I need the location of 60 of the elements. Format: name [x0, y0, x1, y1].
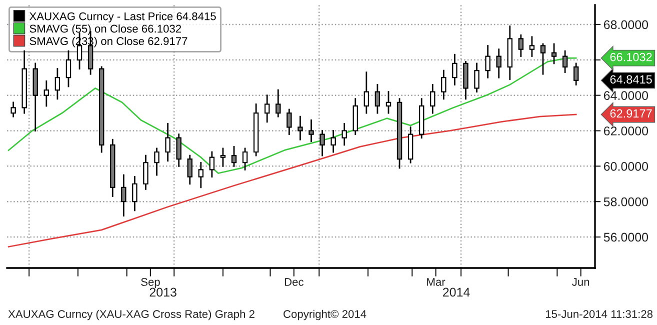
candlestick	[320, 130, 325, 156]
text: Copyright© 2014	[284, 310, 366, 320]
text: 62.9177	[610, 109, 652, 118]
candlestick	[176, 134, 182, 167]
candlestick	[220, 148, 226, 167]
y-tick-label: 58.0000	[604, 197, 648, 206]
text: XAUXAG Curncy (XAU-XAG Cross Rate) Graph 2	[8, 310, 254, 320]
candlestick	[430, 84, 436, 114]
y-tick-label: 68.0000	[604, 20, 648, 30]
line-series	[8, 57, 577, 174]
candlestick	[298, 116, 303, 140]
candlestick	[187, 154, 192, 185]
candlestick	[121, 174, 126, 216]
candlestick	[529, 36, 535, 58]
candlestick	[143, 154, 148, 190]
candlestick	[209, 151, 215, 178]
y-tick-label: 62.0000	[604, 126, 648, 136]
candlestick	[485, 45, 490, 78]
candlestick	[276, 89, 281, 118]
candlestick	[562, 50, 568, 73]
candlestick	[10, 102, 16, 118]
x-tick-label: Dec	[284, 278, 304, 286]
candlestick	[54, 68, 60, 100]
candlestick	[496, 48, 502, 78]
candlestick	[573, 62, 579, 86]
x-tick-label: Sep	[141, 278, 160, 288]
candlestick	[364, 72, 370, 114]
candlestick	[308, 119, 314, 142]
x2-tick-label: 2013	[150, 288, 176, 297]
candlestick	[165, 122, 170, 162]
candlestick	[452, 54, 458, 86]
y-tick-label: 60.0000	[604, 162, 648, 171]
candlestick	[386, 91, 392, 114]
x-tick-label: Jun	[572, 278, 590, 286]
legend-label: XAUXAG Curncy - Last Price 64.8415	[29, 12, 216, 22]
y-tick-label: 64.0000	[604, 91, 648, 100]
text: 66.1032	[610, 52, 652, 62]
candlestick	[540, 43, 546, 75]
y-tick-label: 56.0000	[604, 232, 648, 242]
candlestick	[551, 43, 557, 64]
candlestick	[198, 162, 204, 188]
text: 64.8415	[610, 75, 652, 84]
line-series	[8, 114, 577, 248]
candlestick	[242, 148, 248, 170]
candlestick	[518, 34, 524, 58]
x-tick-label: Mar	[427, 278, 446, 286]
candlestick	[154, 148, 160, 176]
x2-tick-label: 2014	[443, 288, 470, 297]
candlestick	[441, 70, 446, 100]
candlestick	[44, 80, 50, 107]
candlestick	[132, 176, 138, 212]
candlestick	[374, 84, 380, 114]
candlestick	[231, 146, 237, 167]
text: 15-Jun-2014 11:31:28	[546, 310, 653, 318]
candlestick	[330, 130, 336, 153]
candlestick	[264, 94, 270, 123]
candlestick	[286, 108, 292, 135]
candlestick	[342, 122, 347, 146]
candlestick	[474, 62, 480, 92]
legend-label: SMAVG (55) on Close 66.1032	[30, 24, 182, 35]
